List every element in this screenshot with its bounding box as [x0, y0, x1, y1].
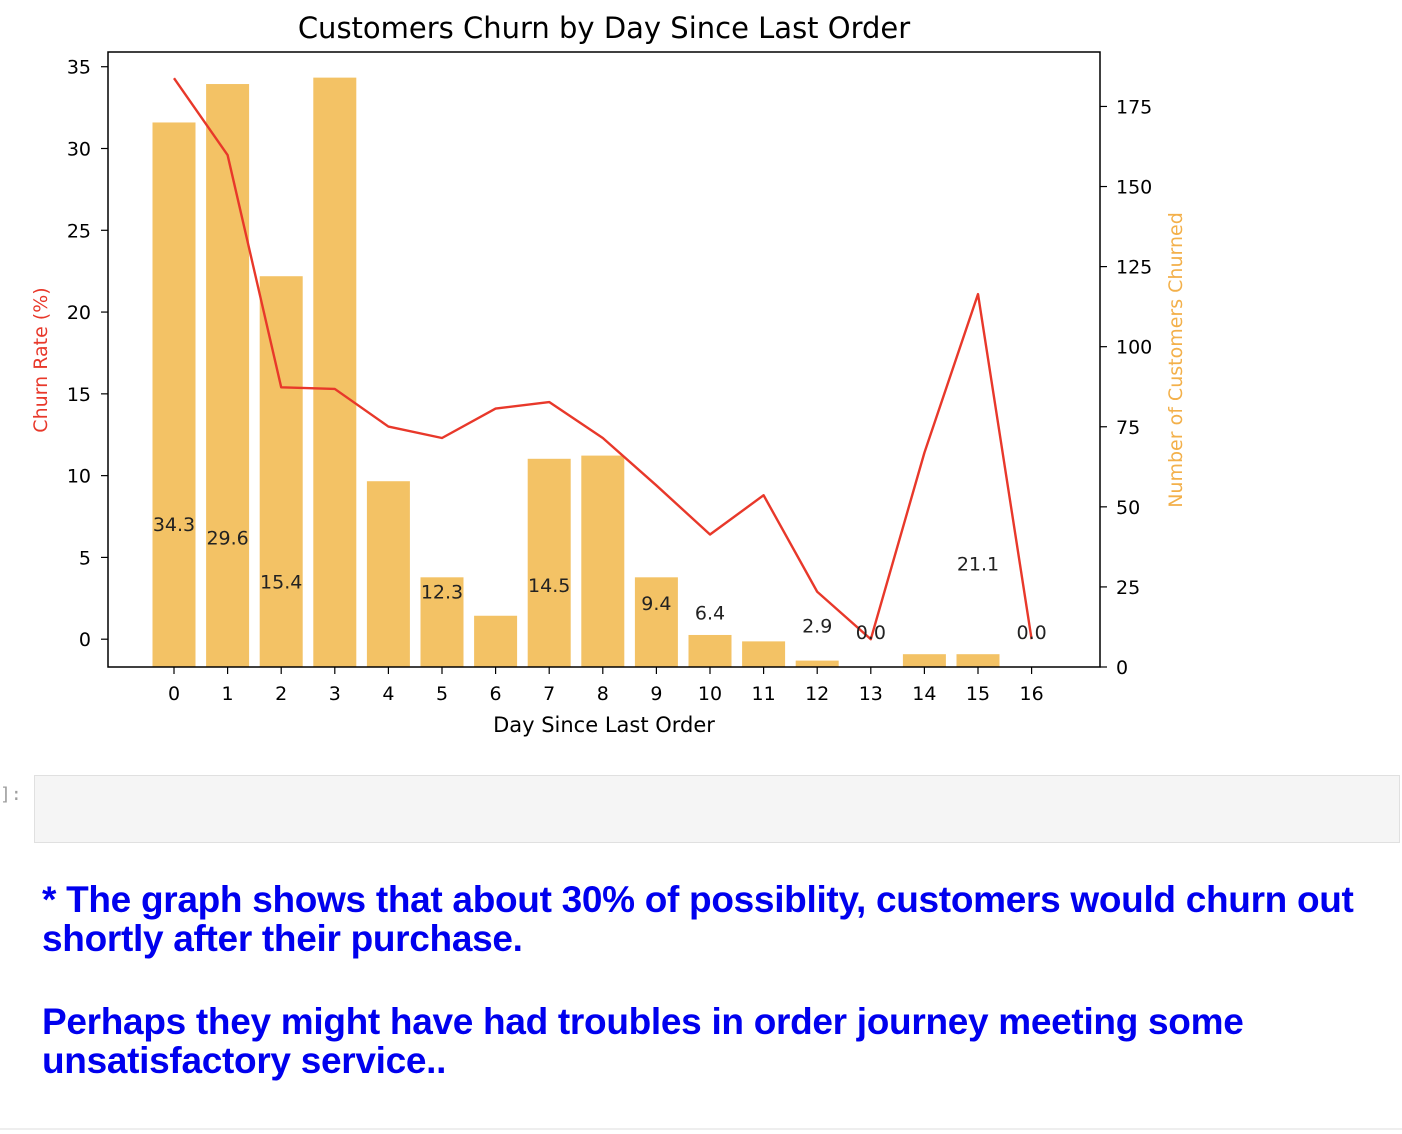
x-tick-label: 13: [859, 683, 883, 705]
y-axis-right: 0 25 50 75 100 125 150 175: [1100, 96, 1152, 679]
x-tick-label: 7: [543, 683, 555, 705]
plot-frame: [107, 51, 1101, 668]
y-left-tick-label: 5: [79, 547, 91, 569]
y-left-tick-label: 35: [67, 57, 91, 79]
x-tick-label: 10: [698, 683, 722, 705]
data-label-day-0: 34.3: [153, 514, 195, 536]
bar-day-15: [956, 654, 1000, 667]
y-right-tick-label: 175: [1116, 96, 1152, 118]
x-tick-label: 2: [275, 683, 287, 705]
y-right-tick-label: 0: [1116, 657, 1128, 679]
x-tick-label: 1: [222, 683, 234, 705]
bar-day-3: [313, 77, 357, 667]
y-axis-left-label: Churn Rate (%): [30, 287, 52, 432]
cell-divider: [0, 1128, 1402, 1130]
bar-day-2: [259, 276, 303, 667]
data-label-day-15: 21.1: [957, 553, 999, 575]
data-label-day-2: 15.4: [260, 571, 302, 593]
bar-day-11: [742, 641, 786, 667]
bar-day-1: [206, 84, 250, 667]
y-right-tick-label: 125: [1116, 257, 1152, 279]
x-tick-label: 9: [650, 683, 662, 705]
y-axis-left: 0 5 10 15 20 25 30 35: [67, 57, 108, 651]
x-tick-label: 0: [168, 683, 180, 705]
markdown-paragraph-2: Perhaps they might have had troubles in …: [42, 1001, 1244, 1081]
x-axis: 0 1 2 3 4 5 6 7 8 9 10 11 12 13 14 15 16: [168, 667, 1044, 705]
bar-day-10: [688, 634, 732, 667]
data-label-day-9: 9.4: [641, 593, 671, 615]
markdown-paragraph-1: * The graph shows that about 30% of poss…: [42, 879, 1354, 959]
chart-output: 34.3 29.6 15.4 12.3 14.5 9.4 6.4 2.9 0.0 21.1 0.0 …: [30, 11, 1187, 737]
bar-day-12: [795, 660, 839, 667]
line-series: [173, 77, 1033, 641]
bar-day-7: [527, 458, 571, 667]
data-labels: 34.3 29.6 15.4 12.3 14.5 9.4 6.4 2.9 0.0 21.1 0.0: [153, 514, 1047, 644]
data-label-day-16: 0.0: [1016, 622, 1046, 644]
x-tick-label: 12: [805, 683, 829, 705]
churn-chart: 34.329.615.4 12.3 14.59.4 6.42.9 0.021.10.0 …: [30, 11, 1187, 737]
y-right-tick-label: 100: [1116, 337, 1152, 359]
bar-day-6: [474, 615, 518, 667]
x-tick-label: 3: [329, 683, 341, 705]
chart-title: Customers Churn by Day Since Last Order: [298, 11, 910, 45]
x-tick-label: 6: [490, 683, 502, 705]
data-label-day-13: 0.0: [856, 622, 886, 644]
y-left-tick-label: 20: [67, 302, 91, 324]
data-label-day-7: 14.5: [528, 575, 570, 597]
y-left-tick-label: 0: [79, 629, 91, 651]
x-tick-label: 11: [752, 683, 776, 705]
y-right-tick-label: 150: [1116, 177, 1152, 199]
bar-day-14: [902, 654, 946, 667]
x-tick-label: 14: [912, 683, 936, 705]
empty-code-cell[interactable]: [34, 775, 1400, 843]
x-tick-label: 15: [966, 683, 990, 705]
y-right-tick-label: 75: [1116, 417, 1140, 439]
x-tick-label: 16: [1020, 683, 1044, 705]
bar-day-4: [366, 481, 410, 667]
markdown-cell: * The graph shows that about 30% of poss…: [42, 880, 1382, 1080]
churn-rate-line: [173, 77, 1033, 641]
x-axis-label: Day Since Last Order: [493, 713, 715, 737]
bar-day-8: [581, 455, 625, 667]
bar-series: [152, 77, 1000, 667]
bar-day-5: [420, 577, 464, 667]
cell-prompt: ]:: [0, 784, 22, 805]
bar-day-0: [152, 122, 196, 667]
y-left-tick-label: 30: [67, 139, 91, 161]
y-right-tick-label: 50: [1116, 497, 1140, 519]
data-label-day-1: 29.6: [206, 527, 248, 549]
x-tick-label: 5: [436, 683, 448, 705]
data-label-day-5: 12.3: [421, 581, 463, 603]
y-left-tick-label: 10: [67, 466, 91, 488]
y-left-tick-label: 25: [67, 220, 91, 242]
x-tick-label: 4: [382, 683, 394, 705]
y-right-tick-label: 25: [1116, 577, 1140, 599]
y-left-tick-label: 15: [67, 384, 91, 406]
y-axis-right-label: Number of Customers Churned: [1165, 212, 1187, 508]
data-label-day-10: 6.4: [695, 603, 725, 625]
bar-day-9: [634, 577, 678, 667]
data-label-day-12: 2.9: [802, 616, 832, 638]
x-tick-label: 8: [597, 683, 609, 705]
